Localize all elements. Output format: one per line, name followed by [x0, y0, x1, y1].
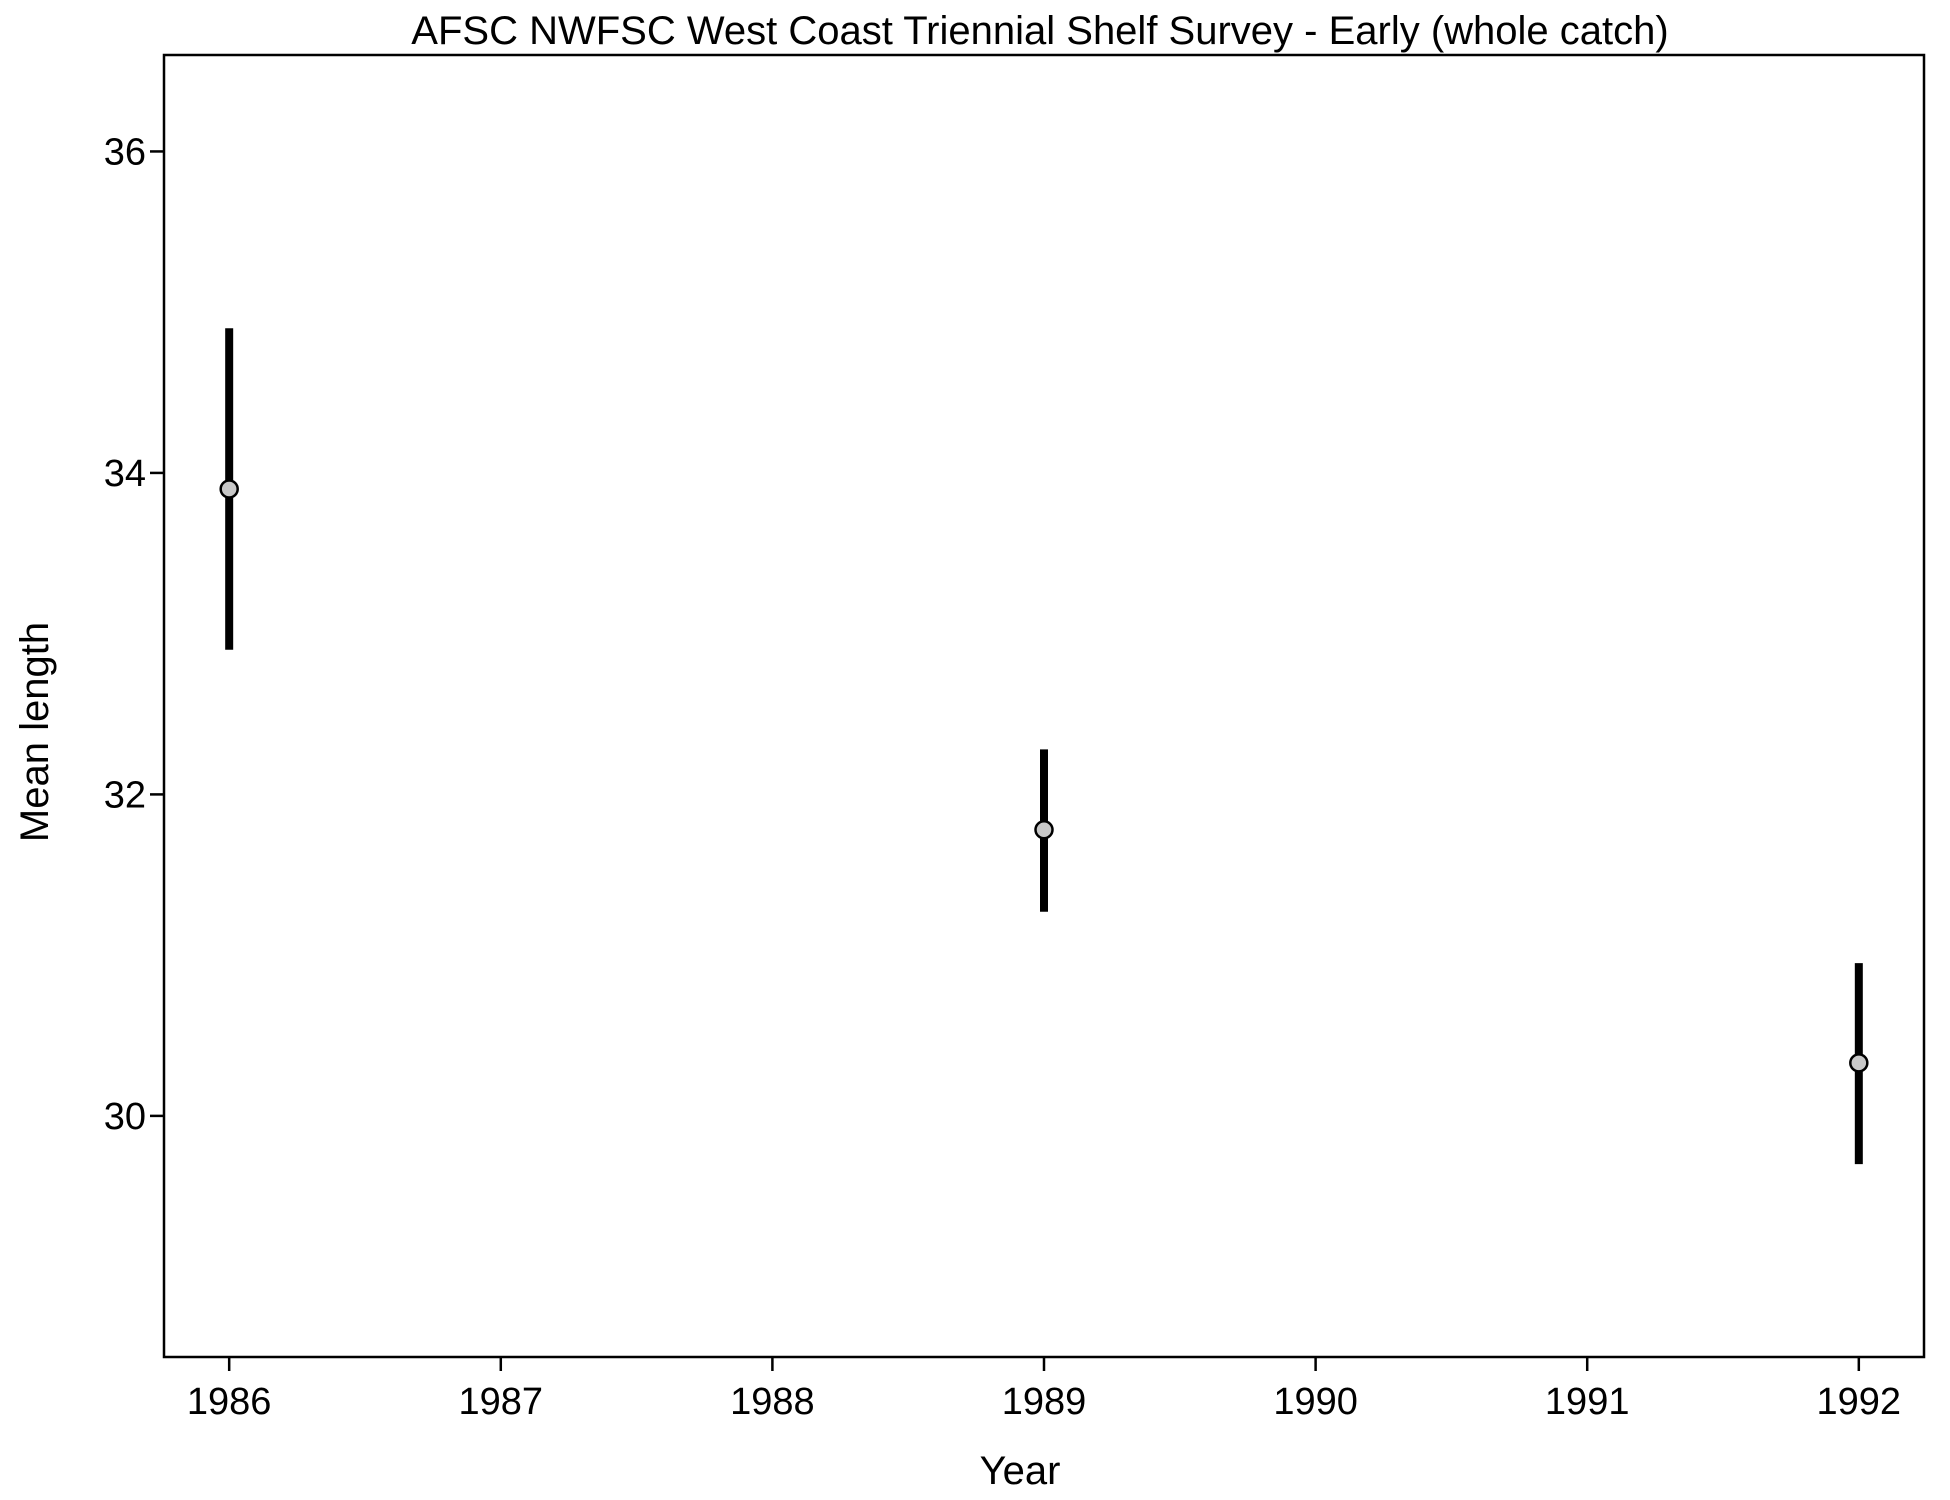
x-tick-label: 1989	[1002, 1381, 1087, 1423]
plot-frame	[162, 53, 1926, 1359]
data-point	[1849, 1053, 1869, 1073]
y-axis: 30 32 34 36	[104, 131, 164, 1138]
x-tick-label: 1988	[730, 1381, 815, 1423]
data-points	[219, 328, 1869, 1165]
data-point	[219, 479, 239, 499]
y-tick-label: 36	[104, 131, 146, 173]
y-tick-label: 32	[104, 774, 146, 816]
x-tick-label: 1986	[187, 1381, 272, 1423]
chart-title: AFSC NWFSC West Coast Triennial Shelf Su…	[411, 9, 1668, 53]
data-point	[1034, 820, 1054, 840]
x-tick-label: 1991	[1545, 1381, 1630, 1423]
y-tick-label: 34	[104, 453, 146, 495]
x-axis-title: Year	[980, 1449, 1061, 1493]
x-tick-label: 1987	[459, 1381, 544, 1423]
x-axis: 1986 1987 1988 1989 1990 1991 1992	[187, 1357, 1901, 1423]
x-tick-label: 1990	[1273, 1381, 1358, 1423]
y-tick-label: 30	[104, 1096, 146, 1138]
x-tick-label: 1992	[1817, 1381, 1902, 1423]
y-axis-title: Mean length	[13, 622, 57, 842]
